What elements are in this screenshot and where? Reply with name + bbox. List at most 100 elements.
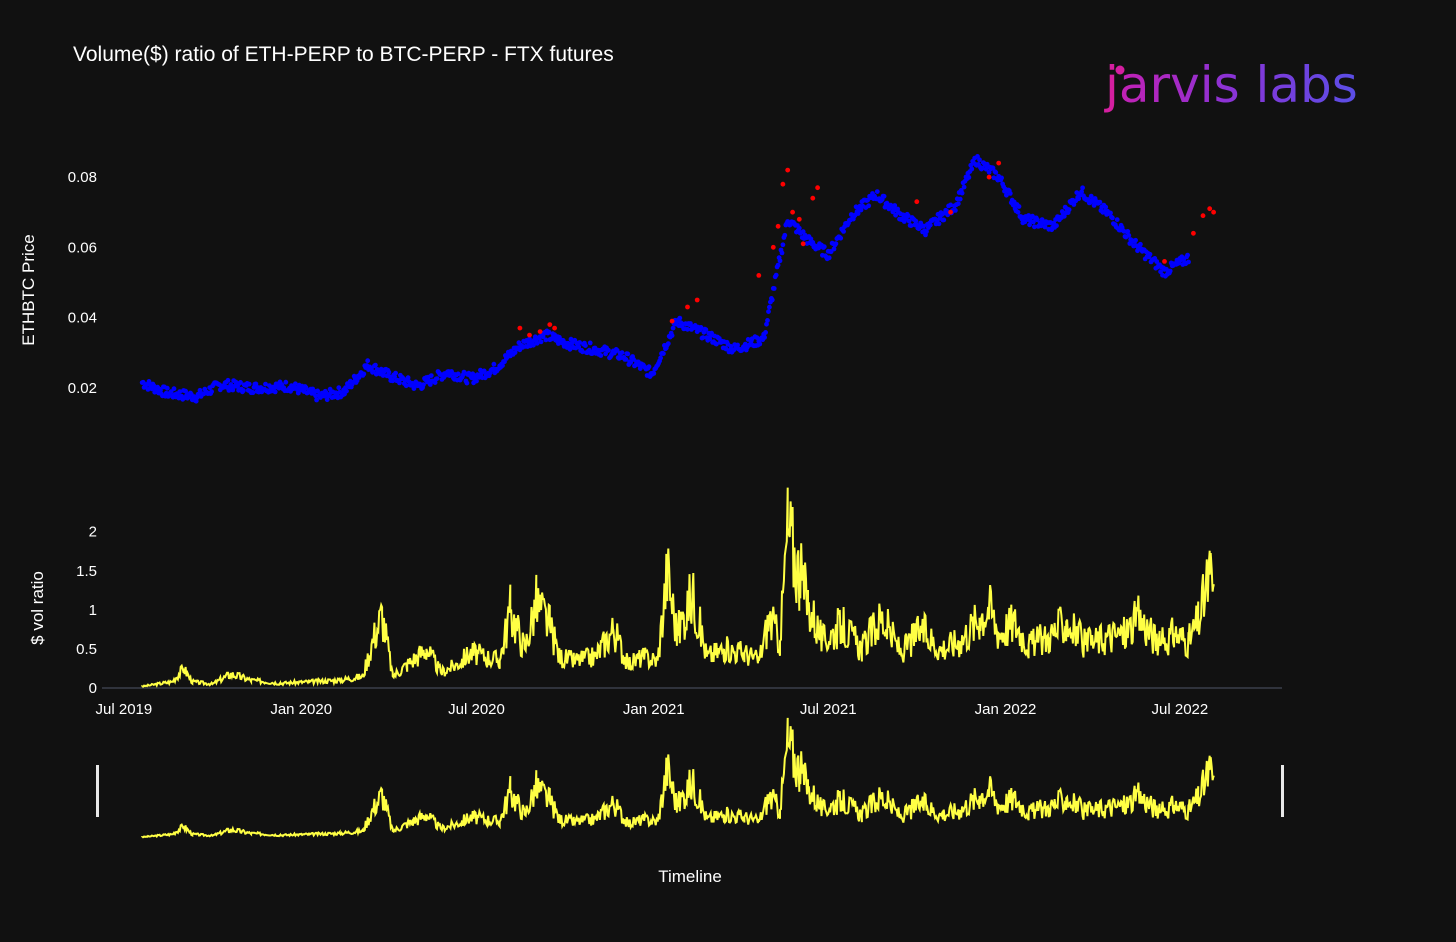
- price-point: [1126, 233, 1132, 238]
- price-point: [884, 200, 890, 206]
- range-slider-mini-line: [141, 717, 1215, 839]
- price-point-high-vol: [1200, 213, 1206, 219]
- price-point-high-vol: [756, 273, 762, 278]
- price-point-high-vol: [780, 181, 786, 187]
- price-point: [637, 366, 643, 371]
- price-point: [677, 315, 683, 321]
- price-point: [344, 388, 349, 394]
- price-point: [373, 362, 378, 368]
- price-point-high-vol: [1207, 206, 1213, 212]
- price-point: [324, 397, 330, 403]
- price-point: [955, 201, 961, 207]
- price-point: [598, 353, 604, 358]
- price-point: [757, 341, 763, 347]
- price-point: [158, 387, 163, 393]
- price-point: [767, 304, 772, 310]
- price-point: [953, 208, 958, 213]
- x-tick-label: Jan 2022: [975, 701, 1037, 718]
- price-point: [941, 217, 947, 223]
- price-point-high-vol: [517, 325, 523, 331]
- price-point: [993, 170, 999, 175]
- x-axis-title: Timeline: [658, 867, 722, 886]
- price-point: [434, 376, 440, 381]
- price-point-high-vol: [1162, 259, 1167, 264]
- price-point-high-vol: [948, 209, 953, 215]
- logo-dot: [1115, 65, 1125, 75]
- price-point: [921, 223, 926, 229]
- price-point-high-vol: [914, 199, 920, 205]
- price-point: [874, 189, 880, 195]
- price-point: [1158, 269, 1163, 275]
- price-point: [619, 350, 625, 355]
- price-point: [913, 218, 919, 224]
- price-point: [685, 326, 690, 332]
- price-point: [765, 318, 770, 323]
- price-point: [365, 358, 371, 364]
- price-point: [1061, 213, 1067, 219]
- price-point: [800, 229, 806, 235]
- price-point: [1167, 268, 1173, 274]
- price-point: [698, 325, 704, 330]
- price-point-high-vol: [1191, 230, 1196, 236]
- price-point: [703, 327, 709, 332]
- price-point: [193, 398, 199, 404]
- price-point: [754, 335, 760, 340]
- price-point: [500, 363, 505, 368]
- price-point: [1034, 217, 1040, 223]
- price-y-tick-label: 0.04: [68, 310, 97, 327]
- price-point: [543, 337, 549, 343]
- price-point: [474, 378, 479, 384]
- price-point: [580, 349, 585, 355]
- price-point: [432, 380, 438, 385]
- price-point: [183, 388, 189, 394]
- price-point: [777, 258, 783, 264]
- price-point: [531, 342, 536, 348]
- price-point: [283, 379, 289, 385]
- price-point: [841, 229, 846, 234]
- price-point: [892, 203, 898, 208]
- range-slider-right-handle[interactable]: [1281, 765, 1284, 817]
- price-point: [1110, 215, 1115, 221]
- price-point: [735, 342, 740, 348]
- price-point: [948, 202, 953, 208]
- price-point: [990, 165, 996, 171]
- vol-y-tick-label: 2: [89, 524, 97, 541]
- price-point: [658, 355, 663, 361]
- price-point: [315, 388, 320, 394]
- logo-text: jarvis labs: [1104, 56, 1358, 114]
- price-point: [455, 371, 461, 377]
- range-slider-left-handle[interactable]: [96, 765, 99, 817]
- price-point: [246, 381, 252, 387]
- price-point: [623, 357, 629, 362]
- price-point-high-vol: [685, 304, 690, 310]
- range-slider[interactable]: [96, 717, 1284, 839]
- price-point: [625, 351, 631, 357]
- x-tick-label: Jul 2021: [800, 701, 857, 718]
- price-point: [583, 343, 588, 348]
- price-point: [969, 166, 975, 172]
- price-point: [1066, 207, 1072, 213]
- price-point: [577, 340, 582, 345]
- price-point: [1103, 204, 1109, 210]
- price-point: [714, 341, 719, 347]
- price-point: [831, 246, 837, 252]
- price-point: [314, 397, 319, 403]
- price-point: [866, 203, 872, 209]
- price-point: [225, 377, 231, 383]
- price-point: [762, 335, 767, 340]
- x-tick-label: Jul 2022: [1152, 701, 1209, 718]
- price-point: [728, 344, 734, 349]
- price-point: [1088, 193, 1094, 199]
- price-point: [833, 241, 839, 247]
- price-point: [796, 225, 802, 231]
- x-tick-label: Jul 2019: [96, 701, 153, 718]
- price-point: [1147, 251, 1153, 257]
- price-point: [606, 347, 611, 353]
- price-point: [403, 383, 409, 389]
- price-point: [961, 184, 967, 190]
- price-point: [405, 375, 411, 381]
- price-point-high-vol: [694, 297, 700, 303]
- price-point: [665, 341, 671, 346]
- price-point-high-vol: [552, 325, 557, 331]
- price-point: [723, 346, 729, 352]
